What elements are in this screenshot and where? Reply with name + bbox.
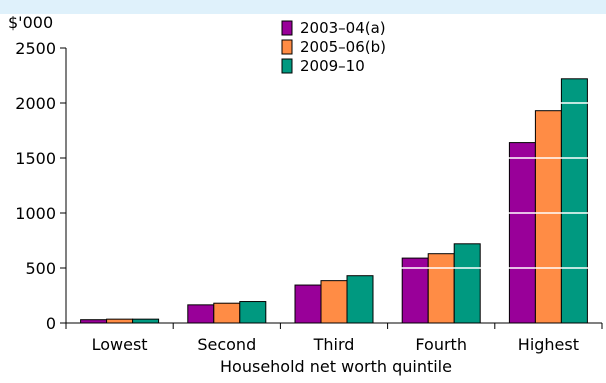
legend-swatch <box>281 58 293 74</box>
bar-highest-series-2 <box>534 110 562 324</box>
y-unit-label: $'000 <box>8 13 53 32</box>
y-tick-label: 2500 <box>15 39 56 58</box>
y-tick-label: 0 <box>46 314 56 333</box>
x-axis-title: Household net worth quintile <box>220 357 452 376</box>
x-tick-label: Fourth <box>415 335 467 354</box>
bar-third-series-2 <box>320 280 348 324</box>
gridlines <box>67 102 602 269</box>
y-tick-label: 2000 <box>15 94 56 113</box>
bar-highest-series-3 <box>560 78 588 324</box>
bar-lowest-series-3 <box>132 318 160 324</box>
legend-swatch <box>281 39 293 55</box>
y-tick-label: 1000 <box>15 204 56 223</box>
legend-swatch <box>281 20 293 36</box>
y-tick-label: 1500 <box>15 149 56 168</box>
bar-second-series-3 <box>239 301 267 324</box>
bar-fourth-series-2 <box>427 253 455 324</box>
top-banner <box>0 0 606 14</box>
bars <box>80 78 588 324</box>
legend-label: 2005–06(b) <box>300 38 386 56</box>
bar-second-series-1 <box>187 304 215 324</box>
bar-second-series-2 <box>213 302 241 324</box>
legend-label: 2003–04(a) <box>300 19 386 37</box>
y-tick-label: 500 <box>25 259 56 278</box>
x-tick-label: Second <box>197 335 256 354</box>
y-axis: 0 500 1000 1500 2000 2500 <box>15 39 67 333</box>
bar-fourth-series-3 <box>453 243 481 324</box>
x-axis: Lowest Second Third Fourth Highest <box>65 322 603 354</box>
legend-label: 2009–10 <box>300 57 365 75</box>
x-tick-label: Lowest <box>92 335 148 354</box>
x-tick-label: Highest <box>518 335 579 354</box>
x-tick-label: Third <box>313 335 355 354</box>
legend: 2003–04(a)2005–06(b)2009–10 <box>281 19 386 75</box>
bar-third-series-3 <box>346 275 374 324</box>
bar-third-series-1 <box>294 284 322 324</box>
bar-lowest-series-2 <box>106 318 134 324</box>
bar-highest-series-1 <box>508 142 536 324</box>
